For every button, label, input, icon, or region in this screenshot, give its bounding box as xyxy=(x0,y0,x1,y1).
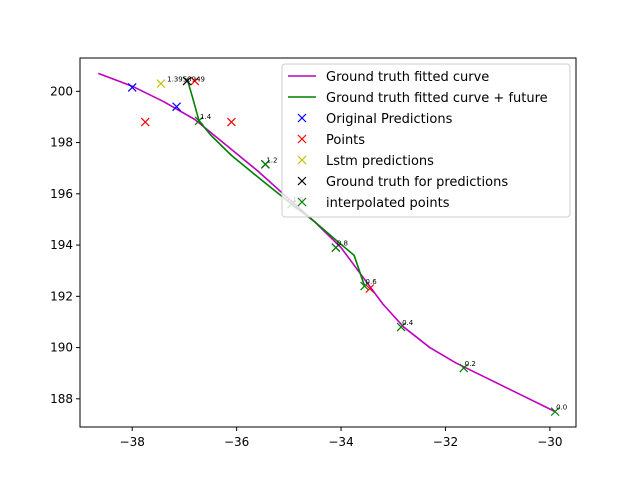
legend-swatch-ground-truth-for-predictions xyxy=(297,176,307,186)
legend-label-original-predictions: Original Predictions xyxy=(326,112,453,127)
legend-swatch-original-predictions xyxy=(297,113,307,123)
interpolated-points-marker xyxy=(331,243,341,253)
point-annotation: 0.4 xyxy=(402,319,414,327)
legend-swatch-interpolated-points xyxy=(297,197,307,207)
y-tick-label: 196 xyxy=(50,187,73,201)
interpolated-points-marker xyxy=(459,363,469,373)
legend-swatch-points xyxy=(297,134,307,144)
points-marker xyxy=(140,117,150,127)
legend-label-ground-truth-fitted-curve: Ground truth fitted curve xyxy=(326,70,489,85)
point-annotation: 0.8 xyxy=(337,240,348,248)
plot-frame xyxy=(79,57,577,428)
point-annotation: 1.4 xyxy=(200,113,212,121)
interpolated-points-marker xyxy=(360,281,369,291)
legend-label-lstm-predictions: Lstm predictions xyxy=(326,154,434,169)
original-predictions-marker xyxy=(127,83,137,92)
y-tick-label: 198 xyxy=(50,136,73,150)
x-tick-label: −30 xyxy=(537,435,562,449)
point-annotation: 0.2 xyxy=(465,360,476,368)
points-marker xyxy=(190,76,200,86)
point-annotation: 1.2 xyxy=(266,156,277,164)
legend-label-interpolated-points: interpolated points xyxy=(326,196,450,211)
legend-label-points: Points xyxy=(326,133,365,148)
interpolated-points-marker xyxy=(260,159,270,169)
x-tick-label: −36 xyxy=(224,435,249,449)
interpolated-points-marker xyxy=(550,407,560,417)
y-tick-label: 194 xyxy=(50,238,73,252)
y-tick-label: 192 xyxy=(50,289,73,303)
legend-label-ground-truth-fitted-curve-future: Ground truth fitted curve + future xyxy=(326,91,548,106)
ground-truth-fitted-curve-line xyxy=(97,72,556,413)
x-tick-label: −34 xyxy=(328,435,353,449)
point-annotation: 0.6 xyxy=(366,278,378,286)
point-annotation: 0.0 xyxy=(556,404,567,412)
point-annotation: 1.3950949 xyxy=(167,76,205,84)
points-marker xyxy=(226,117,236,127)
y-tick-label: 188 xyxy=(50,392,73,406)
lstm-predictions-marker xyxy=(156,79,166,89)
series-layer xyxy=(97,72,560,417)
y-tick-label: 200 xyxy=(50,84,73,98)
legend-box xyxy=(281,63,571,218)
interpolated-points-marker xyxy=(194,116,204,126)
x-tick-label: −32 xyxy=(433,435,458,449)
original-predictions-marker xyxy=(172,102,182,112)
legend-swatch-lstm-predictions xyxy=(297,155,307,165)
ground-truth-for-predictions-marker xyxy=(182,76,192,86)
legend: Ground truth fitted curve Ground truth fi… xyxy=(281,63,571,218)
points-marker xyxy=(365,284,375,294)
legend-label-ground-truth-for-predictions: Ground truth for predictions xyxy=(326,175,508,190)
interpolated-points-marker xyxy=(396,322,406,332)
y-tick-label: 190 xyxy=(50,341,73,355)
axes-layer: −38 −36 −34 −32 −30 188 190 192 194 196 198 200 xyxy=(50,57,577,449)
ground-truth-fitted-curve-future-line xyxy=(186,78,366,287)
x-tick-label: −38 xyxy=(120,435,145,449)
